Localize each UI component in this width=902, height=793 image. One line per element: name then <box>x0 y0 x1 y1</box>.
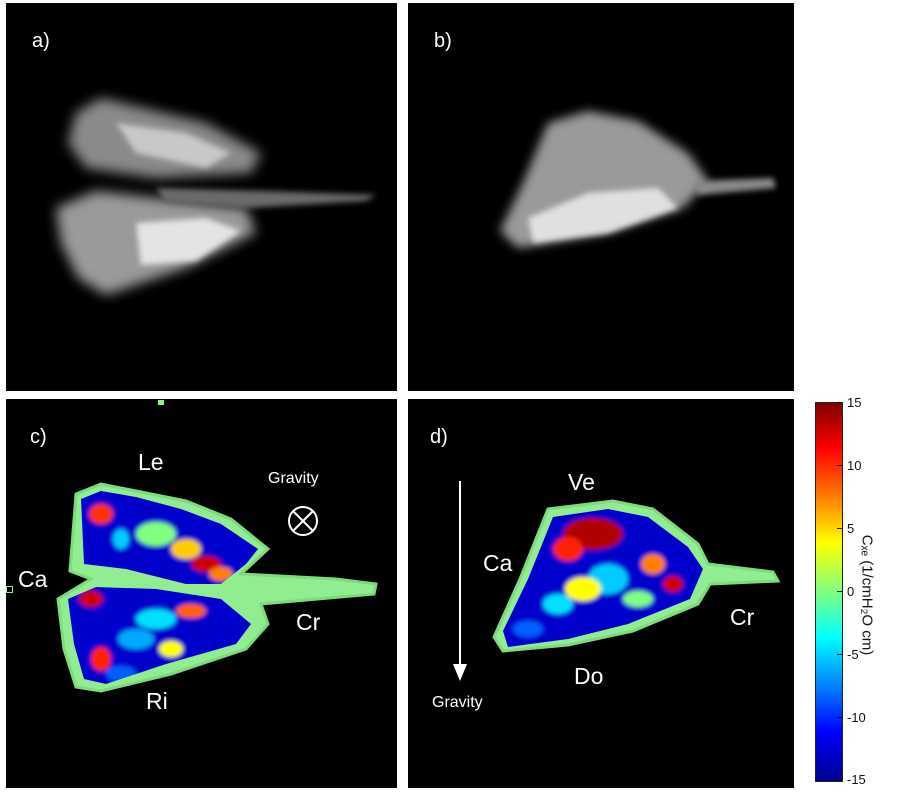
colorbar-title: Cₓₑ (1/cmH₂O cm) <box>858 534 876 656</box>
compliance-map-sagittal <box>453 481 781 681</box>
colorbar-tick: 10 <box>847 458 862 473</box>
colorbar: 15 10 5 0 -5 -10 -15 Cₓₑ (1/cmH₂O cm) <box>815 395 902 793</box>
colorbar-tick: -15 <box>847 772 866 787</box>
lung-grayscale-sagittal <box>500 111 776 248</box>
lung-grayscale-coronal <box>56 98 376 295</box>
label-caudal: Ca <box>18 566 48 592</box>
label-right: Ri <box>146 688 168 714</box>
panel-a-label: a) <box>32 30 50 52</box>
panel-c-label: c) <box>30 426 47 448</box>
panel-a-coronal-image: a) <box>6 3 397 391</box>
panel-b-sagittal-image: b) <box>408 3 794 391</box>
colorbar-tick: 5 <box>847 521 855 536</box>
panel-b-label: b) <box>434 30 452 52</box>
panel-d-sagittal-map: d) Ve Do Ca Cr Gravity <box>408 399 794 788</box>
panel-c-coronal-map: c) Le Ri Ca Cr Gravity <box>6 399 397 788</box>
label-cranial: Cr <box>730 604 755 630</box>
gravity-label: Gravity <box>268 470 319 487</box>
gravity-label: Gravity <box>432 694 483 711</box>
panel-d-label: d) <box>430 426 448 448</box>
compliance-map-coronal <box>56 482 378 693</box>
colorbar-gradient <box>815 402 843 782</box>
label-left: Le <box>138 449 164 475</box>
label-cranial: Cr <box>296 609 321 635</box>
colorbar-tick: -10 <box>847 710 866 725</box>
marker-square <box>158 400 164 405</box>
gravity-into-page-icon <box>288 506 318 536</box>
colorbar-tick: 0 <box>847 584 855 599</box>
marker-square <box>6 586 13 593</box>
colorbar-tick: -5 <box>847 647 859 662</box>
label-caudal: Ca <box>483 550 513 576</box>
label-ventral: Ve <box>568 469 595 495</box>
label-dorsal: Do <box>574 663 604 689</box>
colorbar-tick: 15 <box>847 395 862 410</box>
